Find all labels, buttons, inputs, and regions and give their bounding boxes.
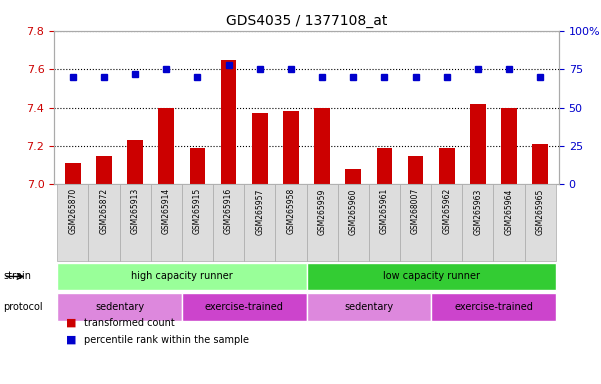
FancyBboxPatch shape bbox=[431, 184, 462, 261]
Text: ■: ■ bbox=[66, 335, 76, 345]
Bar bbox=[190, 148, 205, 184]
Bar bbox=[159, 108, 174, 184]
FancyBboxPatch shape bbox=[57, 263, 307, 290]
Text: sedentary: sedentary bbox=[344, 302, 394, 312]
Title: GDS4035 / 1377108_at: GDS4035 / 1377108_at bbox=[226, 14, 387, 28]
Bar bbox=[532, 144, 548, 184]
Text: GSM265961: GSM265961 bbox=[380, 188, 389, 234]
FancyBboxPatch shape bbox=[213, 184, 244, 261]
Text: GSM268007: GSM268007 bbox=[411, 188, 420, 234]
FancyBboxPatch shape bbox=[151, 184, 182, 261]
Bar bbox=[501, 108, 517, 184]
Text: protocol: protocol bbox=[3, 302, 43, 312]
Bar bbox=[470, 104, 486, 184]
Bar bbox=[252, 113, 267, 184]
Text: GSM265957: GSM265957 bbox=[255, 188, 264, 235]
Bar bbox=[65, 163, 81, 184]
FancyBboxPatch shape bbox=[120, 184, 151, 261]
FancyBboxPatch shape bbox=[338, 184, 369, 261]
Bar bbox=[127, 140, 143, 184]
Text: GSM265914: GSM265914 bbox=[162, 188, 171, 234]
Text: GSM265916: GSM265916 bbox=[224, 188, 233, 234]
FancyBboxPatch shape bbox=[307, 263, 556, 290]
Text: exercise-trained: exercise-trained bbox=[454, 302, 533, 312]
Text: percentile rank within the sample: percentile rank within the sample bbox=[84, 335, 249, 345]
Text: GSM265964: GSM265964 bbox=[505, 188, 514, 235]
FancyBboxPatch shape bbox=[525, 184, 556, 261]
Bar bbox=[96, 156, 112, 184]
FancyBboxPatch shape bbox=[275, 184, 307, 261]
FancyBboxPatch shape bbox=[182, 184, 213, 261]
Text: sedentary: sedentary bbox=[95, 302, 144, 312]
Text: high capacity runner: high capacity runner bbox=[131, 271, 233, 281]
Text: GSM265872: GSM265872 bbox=[99, 188, 108, 234]
FancyBboxPatch shape bbox=[400, 184, 431, 261]
Text: GSM265915: GSM265915 bbox=[193, 188, 202, 234]
Text: ■: ■ bbox=[66, 318, 76, 328]
Text: GSM265963: GSM265963 bbox=[474, 188, 483, 235]
Text: GSM265962: GSM265962 bbox=[442, 188, 451, 234]
Text: GSM265958: GSM265958 bbox=[287, 188, 296, 234]
FancyBboxPatch shape bbox=[307, 293, 431, 321]
Bar bbox=[283, 111, 299, 184]
Text: GSM265913: GSM265913 bbox=[130, 188, 139, 234]
FancyBboxPatch shape bbox=[431, 293, 556, 321]
FancyBboxPatch shape bbox=[369, 184, 400, 261]
Bar bbox=[408, 156, 423, 184]
Text: strain: strain bbox=[3, 271, 31, 281]
Bar bbox=[346, 169, 361, 184]
FancyBboxPatch shape bbox=[244, 184, 275, 261]
Text: GSM265965: GSM265965 bbox=[535, 188, 545, 235]
Text: GSM265959: GSM265959 bbox=[317, 188, 326, 235]
FancyBboxPatch shape bbox=[493, 184, 525, 261]
FancyBboxPatch shape bbox=[182, 293, 307, 321]
Bar bbox=[221, 60, 236, 184]
Text: low capacity runner: low capacity runner bbox=[383, 271, 480, 281]
FancyBboxPatch shape bbox=[462, 184, 493, 261]
Bar bbox=[377, 148, 392, 184]
FancyBboxPatch shape bbox=[307, 184, 338, 261]
Text: GSM265870: GSM265870 bbox=[69, 188, 78, 234]
Text: transformed count: transformed count bbox=[84, 318, 175, 328]
Text: exercise-trained: exercise-trained bbox=[205, 302, 284, 312]
Bar bbox=[314, 108, 330, 184]
Text: GSM265960: GSM265960 bbox=[349, 188, 358, 235]
FancyBboxPatch shape bbox=[88, 184, 120, 261]
FancyBboxPatch shape bbox=[57, 293, 182, 321]
FancyBboxPatch shape bbox=[57, 184, 88, 261]
Bar bbox=[439, 148, 454, 184]
